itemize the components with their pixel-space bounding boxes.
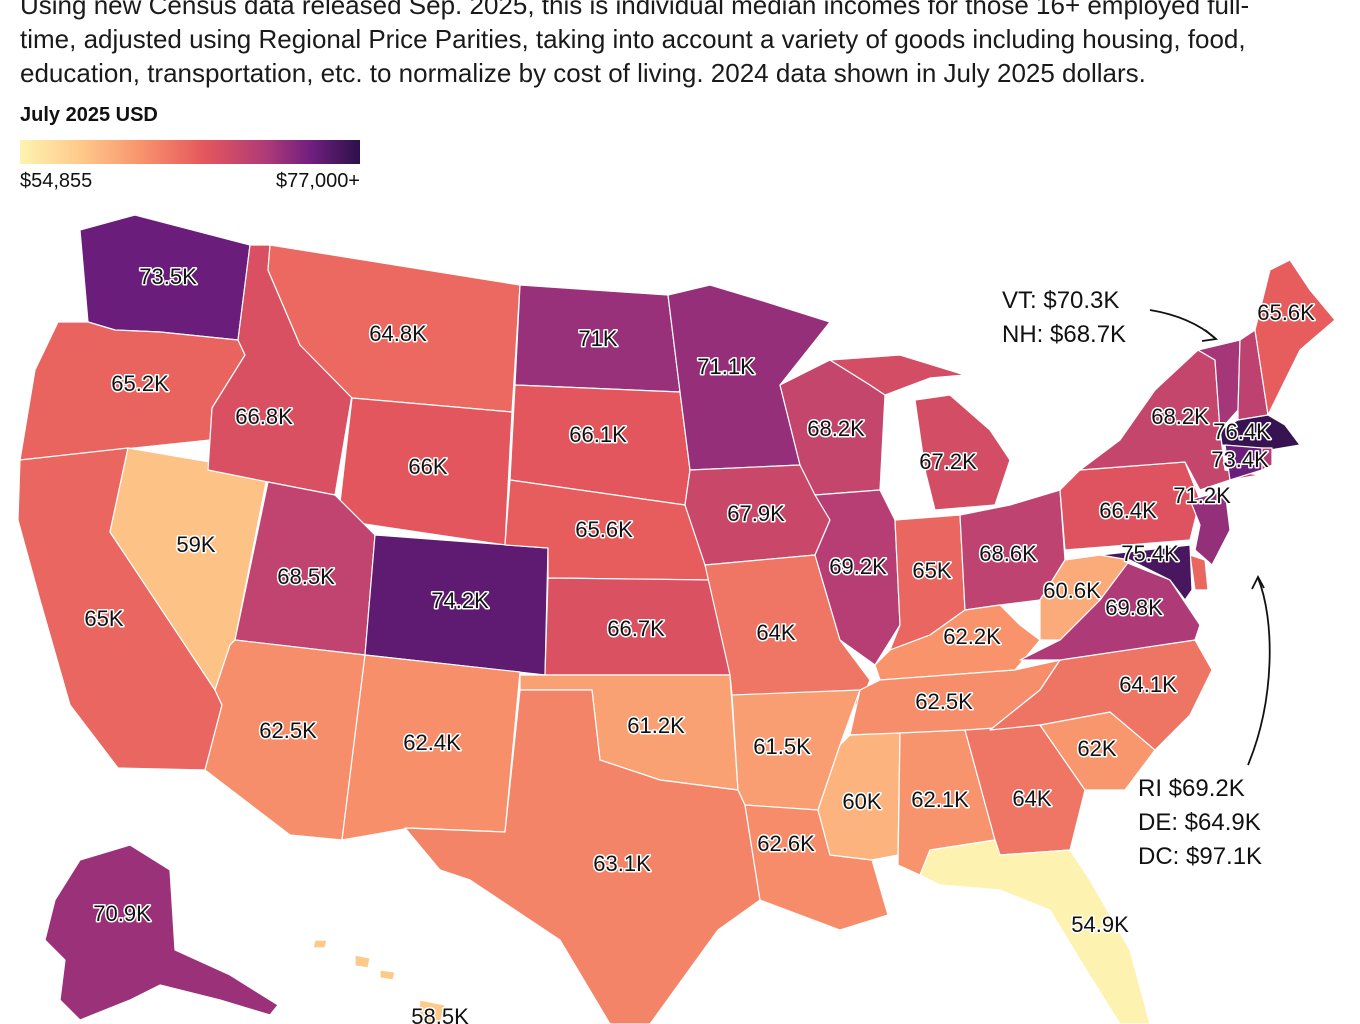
value-label-ny: 68.2K bbox=[1151, 404, 1209, 429]
legend-max-label: $77,000+ bbox=[276, 170, 360, 192]
value-label-ma: 76.4K bbox=[1213, 419, 1271, 444]
ri-de-dc-arrow bbox=[1247, 577, 1271, 766]
state-ny[interactable] bbox=[1079, 349, 1261, 491]
state-ak[interactable] bbox=[44, 844, 279, 1021]
subtitle-line-1: Using new Census data released Sep. 2025… bbox=[20, 0, 1250, 20]
legend-color-bar bbox=[20, 140, 360, 164]
states-layer bbox=[17, 214, 1336, 1024]
value-label-wv: 60.6K bbox=[1043, 578, 1101, 603]
value-label-nv: 59K bbox=[176, 532, 215, 557]
value-label-ar: 61.5K bbox=[753, 734, 811, 759]
vt-nh-arrow bbox=[1149, 309, 1216, 339]
value-label-fl: 54.9K bbox=[1071, 912, 1129, 937]
state-nc[interactable] bbox=[989, 639, 1213, 751]
value-label-co: 74.2K bbox=[431, 588, 489, 613]
value-label-ms: 60K bbox=[842, 789, 881, 814]
value-label-ak: 70.9K bbox=[93, 901, 151, 926]
state-mi[interactable] bbox=[829, 354, 1011, 511]
value-label-ut: 68.5K bbox=[277, 564, 335, 589]
dc-note: DC: $97.1K bbox=[1138, 843, 1262, 870]
value-label-az: 62.5K bbox=[259, 718, 317, 743]
value-label-md: 75.4K bbox=[1121, 541, 1179, 566]
value-label-wa: 73.5K bbox=[139, 264, 197, 289]
value-label-me: 65.6K bbox=[1257, 300, 1315, 325]
value-label-nj: 71.2K bbox=[1173, 483, 1231, 508]
nh-note: NH: $68.7K bbox=[1002, 321, 1126, 348]
value-labels-layer: 73.5K 65.2K 65K 59K 66.8K 64.8K 66K 68.5K 62.5K 7… bbox=[83, 262, 1317, 1024]
ri-note: RI $69.2K bbox=[1138, 775, 1245, 802]
value-label-in: 65K bbox=[912, 558, 951, 583]
value-label-nd: 71K bbox=[578, 326, 617, 351]
state-md[interactable] bbox=[1099, 544, 1193, 601]
ri-de-dc-arrowhead bbox=[1251, 575, 1265, 590]
state-fl[interactable] bbox=[919, 839, 1151, 1024]
value-label-mi: 67.2K bbox=[919, 449, 977, 474]
legend-title: July 2025 USD bbox=[20, 104, 158, 126]
value-label-ga: 64K bbox=[1012, 786, 1051, 811]
state-nj[interactable] bbox=[1189, 489, 1231, 566]
value-label-pa: 66.4K bbox=[1099, 498, 1157, 523]
value-label-nc: 64.1K bbox=[1119, 672, 1177, 697]
value-label-tn: 62.5K bbox=[915, 689, 973, 714]
value-label-ia: 67.9K bbox=[727, 501, 785, 526]
state-ri[interactable] bbox=[1261, 447, 1273, 471]
value-label-id: 66.8K bbox=[235, 404, 293, 429]
value-label-nm: 62.4K bbox=[403, 730, 461, 755]
state-vt[interactable] bbox=[1197, 339, 1241, 431]
value-label-sc: 62K bbox=[1077, 736, 1116, 761]
value-label-ok: 61.2K bbox=[627, 713, 685, 738]
vt-nh-callout: VT: $70.3K NH: $68.7K bbox=[1002, 287, 1219, 348]
value-label-il: 69.2K bbox=[829, 554, 887, 579]
value-label-ks: 66.7K bbox=[607, 616, 665, 641]
value-label-va: 69.8K bbox=[1105, 595, 1163, 620]
value-label-mt: 64.8K bbox=[369, 321, 427, 346]
value-label-wi: 68.2K bbox=[807, 416, 865, 441]
vt-note: VT: $70.3K bbox=[1002, 287, 1119, 314]
value-label-or: 65.2K bbox=[111, 371, 169, 396]
state-de[interactable] bbox=[1189, 554, 1209, 591]
value-label-ca: 65K bbox=[84, 606, 123, 631]
vt-nh-arrowhead bbox=[1201, 329, 1219, 342]
value-label-oh: 68.6K bbox=[979, 541, 1037, 566]
subtitle-line-3: education, transportation, etc. to norma… bbox=[20, 58, 1146, 88]
value-label-ky: 62.2K bbox=[943, 624, 1001, 649]
value-label-sd: 66.1K bbox=[569, 422, 627, 447]
subtitle-line-2: time, adjusted using Regional Price Pari… bbox=[20, 24, 1246, 54]
subtitle: Using new Census data released Sep. 2025… bbox=[20, 0, 1350, 90]
value-label-ne: 65.6K bbox=[575, 517, 633, 542]
state-hi[interactable] bbox=[312, 939, 446, 1024]
value-label-la: 62.6K bbox=[757, 831, 815, 856]
value-label-mo: 64K bbox=[756, 620, 795, 645]
value-label-tx: 63.1K bbox=[593, 851, 651, 876]
ri-de-dc-callout: RI $69.2K DE: $64.9K DC: $97.1K bbox=[1138, 575, 1271, 870]
value-label-hi: 58.5K bbox=[411, 1004, 469, 1024]
state-wv[interactable] bbox=[1039, 554, 1131, 641]
value-label-mn: 71.1K bbox=[697, 354, 755, 379]
state-me[interactable] bbox=[1254, 259, 1336, 416]
value-label-ct: 73.4K bbox=[1211, 447, 1269, 472]
state-tx[interactable] bbox=[404, 689, 761, 1024]
value-label-wy: 66K bbox=[408, 454, 447, 479]
de-note: DE: $64.9K bbox=[1138, 809, 1261, 836]
value-label-al: 62.1K bbox=[911, 787, 969, 812]
legend-min-label: $54,855 bbox=[20, 170, 93, 192]
